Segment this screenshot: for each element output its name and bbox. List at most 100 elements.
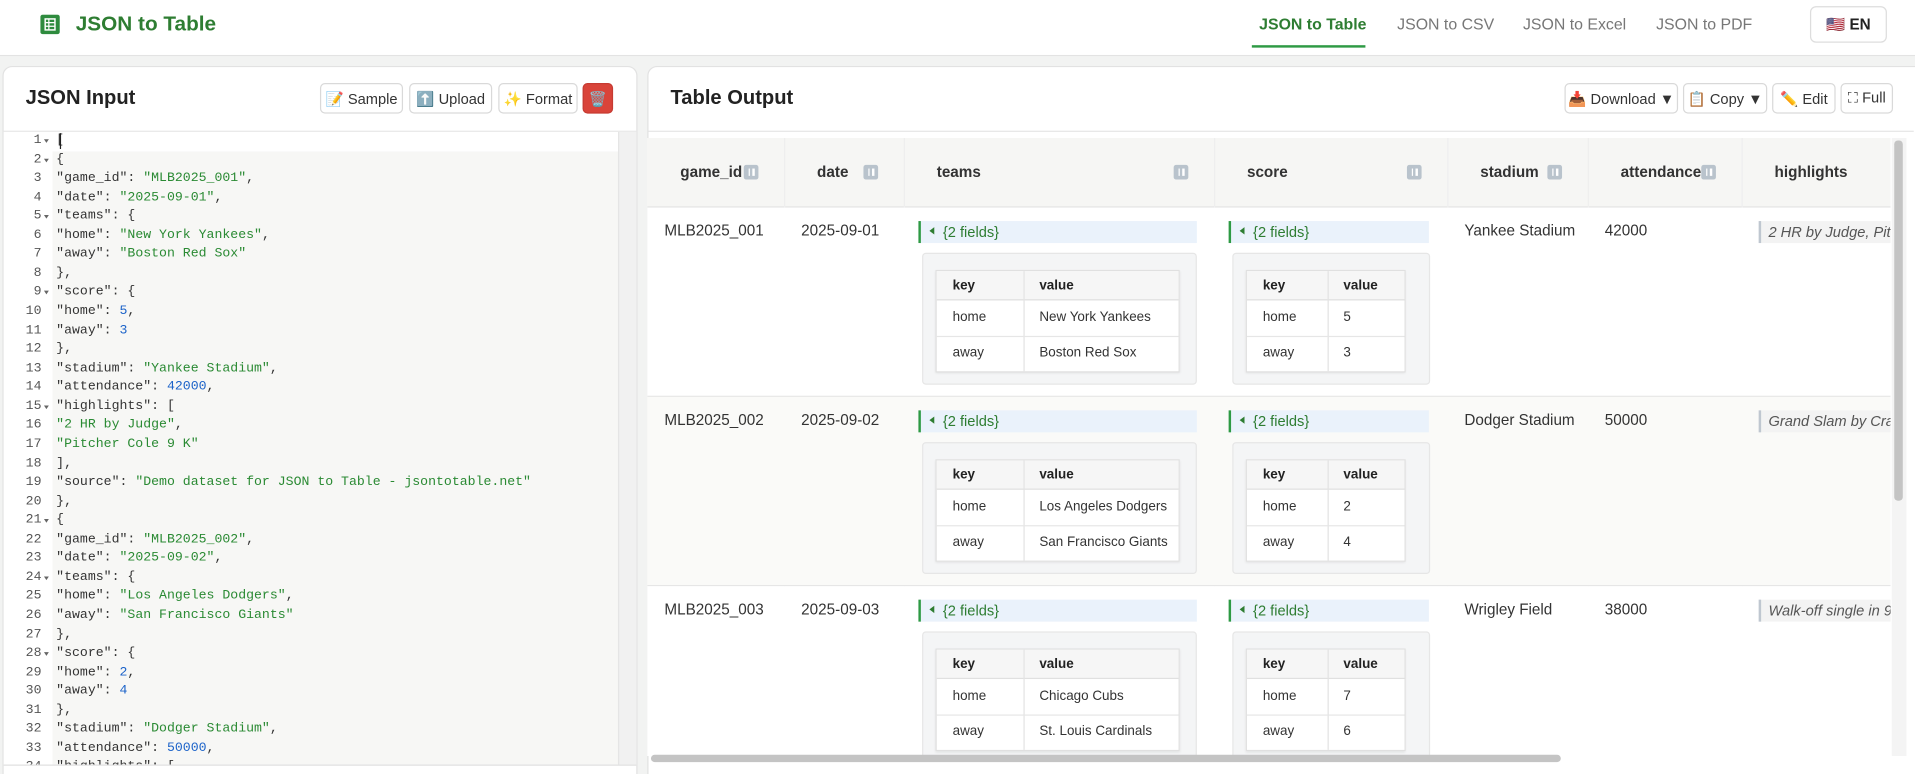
- nav-link[interactable]: JSON to PDF: [1656, 14, 1753, 33]
- nav-link[interactable]: JSON to Excel: [1522, 14, 1627, 33]
- column-menu-icon[interactable]: [743, 164, 759, 180]
- fold-arrow[interactable]: [43, 215, 49, 219]
- code-line: "source": "Demo dataset for JSON to Tabl…: [56, 474, 531, 493]
- site-title[interactable]: JSON to Table: [75, 12, 217, 36]
- column-header[interactable]: date: [817, 163, 849, 181]
- toolbar-button[interactable]: ✏️ Edit: [1772, 83, 1836, 114]
- code-line: "highlights": [: [56, 759, 175, 764]
- toolbar-button[interactable]: 📋 Copy ▼: [1682, 83, 1768, 114]
- code-token: "home":: [56, 228, 120, 243]
- nested-col-border: [1327, 271, 1329, 372]
- column-menu-icon[interactable]: [1547, 164, 1563, 180]
- nested-label: {2 fields}: [942, 412, 1000, 430]
- table-cell: Wrigley Field: [1464, 600, 1553, 618]
- line-number: 4: [33, 190, 42, 205]
- nested-cell: home: [952, 310, 987, 325]
- code-token: ,: [206, 380, 215, 395]
- line-number: 16: [25, 418, 42, 433]
- code-token: ,: [261, 228, 270, 243]
- fold-arrow[interactable]: [43, 576, 49, 580]
- code-token: 42000: [166, 380, 207, 395]
- code-token: ,: [246, 171, 255, 186]
- icon-bar: [872, 168, 874, 176]
- column-header[interactable]: teams: [936, 163, 981, 181]
- column-header[interactable]: highlights: [1774, 163, 1848, 181]
- column-menu-icon[interactable]: [1173, 164, 1189, 180]
- language-button[interactable]: 🇺🇸 EN: [1809, 6, 1887, 43]
- nav-link[interactable]: JSON to Table: [1259, 14, 1367, 33]
- code-token: "highlights": [: [56, 760, 175, 764]
- line-number: 31: [25, 703, 42, 718]
- code-token: {: [56, 513, 65, 528]
- code-line: "score": {: [56, 645, 135, 664]
- fold-arrow[interactable]: [43, 158, 49, 162]
- clear-button[interactable]: 🗑️: [582, 83, 614, 114]
- toolbar-button[interactable]: 📝 Sample: [319, 83, 404, 114]
- nested-toggle[interactable]: {2 fields}: [918, 599, 1197, 622]
- code-line: "away": "Boston Red Sox": [56, 246, 246, 265]
- line-number: 10: [25, 304, 42, 319]
- code-token: "stadium":: [56, 361, 144, 376]
- nested-table: key value home 7 away 6: [1245, 648, 1406, 752]
- horizontal-scrollbar[interactable]: [650, 754, 1561, 763]
- nav-link[interactable]: JSON to CSV: [1397, 14, 1495, 33]
- top-bar: [0, 0, 1915, 57]
- toolbar-button[interactable]: ⬆️ Upload: [409, 83, 493, 114]
- column-menu-icon[interactable]: [863, 164, 879, 180]
- table-cell: 38000: [1604, 600, 1648, 618]
- column-menu-icon[interactable]: [1406, 164, 1422, 180]
- code-token: "away":: [56, 247, 120, 262]
- table-cell: 50000: [1604, 411, 1648, 429]
- code-token: },: [56, 266, 73, 281]
- nested-row-border: [1246, 525, 1405, 527]
- fold-arrow[interactable]: [43, 652, 49, 656]
- line-number: 28: [25, 646, 42, 661]
- column-menu-icon[interactable]: [1701, 164, 1716, 180]
- toolbar-button[interactable]: ⛶ Full: [1840, 83, 1894, 114]
- code-token: "away":: [56, 323, 120, 338]
- nested-col-border: [1023, 649, 1025, 750]
- code-token: 5: [119, 304, 128, 319]
- nested-header: value: [1039, 657, 1074, 672]
- code-line: "attendance": 50000,: [56, 740, 214, 759]
- toolbar-button[interactable]: ✨ Format: [498, 83, 578, 114]
- code-token: "Pitcher Cole 9 K": [56, 437, 199, 452]
- icon-bar: [1411, 168, 1414, 176]
- toggle-arrow: [1239, 227, 1245, 235]
- nested-container: key value home 5 away 3: [1232, 252, 1431, 385]
- code-token: "Demo dataset for JSON to Table - jsonto…: [135, 475, 531, 490]
- icon-bar: [1705, 168, 1708, 176]
- column-header[interactable]: score: [1246, 163, 1288, 181]
- icon-bar: [752, 168, 755, 176]
- nested-toggle[interactable]: {2 fields}: [1228, 221, 1429, 244]
- column-header[interactable]: game_id: [680, 163, 743, 181]
- table-cell: 2025-09-03: [801, 600, 880, 618]
- nested-cell: away: [952, 724, 984, 739]
- fold-arrow[interactable]: [43, 405, 49, 409]
- vertical-scrollbar[interactable]: [1894, 140, 1903, 501]
- highlights-chip: Grand Slam by Crawford: [1758, 410, 1891, 433]
- code-line: "home": 5,: [56, 303, 135, 322]
- column-header[interactable]: attendance: [1620, 163, 1702, 181]
- nested-cell: 7: [1343, 688, 1351, 704]
- nested-toggle[interactable]: {2 fields}: [918, 410, 1197, 433]
- nested-toggle[interactable]: {2 fields}: [1228, 599, 1429, 622]
- fold-arrow[interactable]: [43, 519, 49, 523]
- gutter: [3, 131, 53, 765]
- fold-arrow[interactable]: [43, 291, 49, 295]
- toggle-arrow: [929, 605, 935, 614]
- nested-label: {2 fields}: [1253, 412, 1310, 430]
- code-line: {: [56, 151, 64, 170]
- code-token: ,: [174, 418, 183, 433]
- nested-header-row: [936, 271, 1179, 301]
- code-editor[interactable]: 1[2 {3 "game_id": "MLB2025_001",4 "date"…: [3, 131, 637, 765]
- code-token: },: [56, 342, 73, 357]
- toolbar-button[interactable]: 📥 Download ▼: [1564, 83, 1679, 114]
- code-token: },: [56, 494, 73, 509]
- nested-toggle[interactable]: {2 fields}: [918, 221, 1197, 244]
- code-token: ,: [214, 190, 223, 205]
- nested-toggle[interactable]: {2 fields}: [1228, 410, 1429, 433]
- fold-arrow[interactable]: [43, 139, 49, 143]
- nested-container: key value home 7 away 6: [1232, 631, 1431, 756]
- column-header[interactable]: stadium: [1480, 163, 1539, 181]
